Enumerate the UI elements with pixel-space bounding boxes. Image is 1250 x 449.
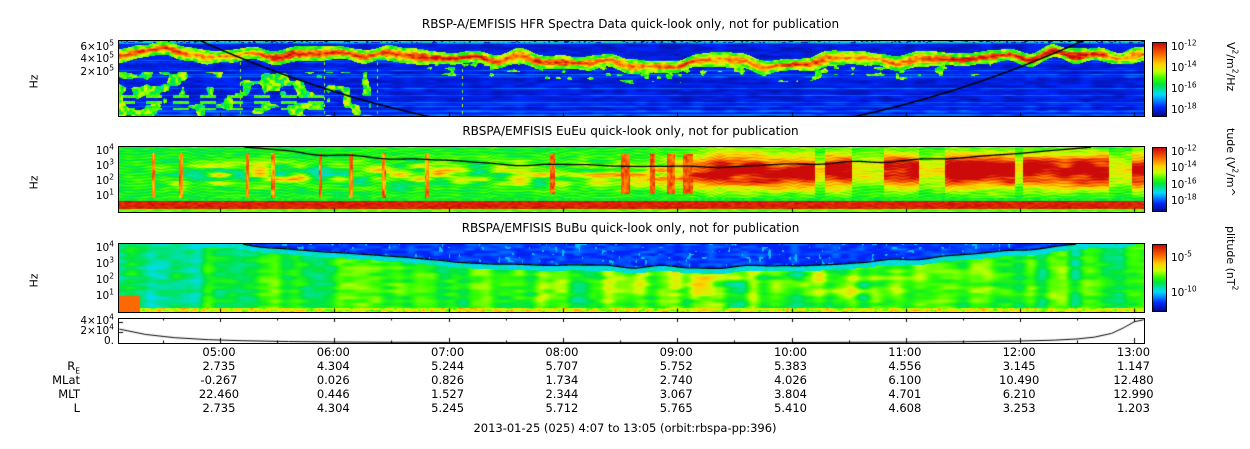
ephemeris-value: 12.990 [1113, 387, 1154, 401]
panel4-lineplot [118, 318, 1145, 344]
ephemeris-value: 3.145 [1002, 359, 1036, 373]
panel2-title: RBSPA/EMFISIS EuEu quick-look only, not … [462, 124, 799, 138]
ephemeris-value: 3.067 [659, 387, 693, 401]
panel2-y-axis-label: Hz [27, 175, 41, 190]
panel1-title: RBSP-A/EMFISIS HFR Spectra Data quick-lo… [421, 17, 840, 31]
panel3-colorbar-canvas [1153, 245, 1166, 311]
panel1-colorbar [1152, 42, 1167, 117]
ephemeris-value: 1.734 [545, 373, 579, 387]
panel2-ytick: 102 [95, 172, 114, 187]
ephemeris-value: 2.735 [202, 401, 236, 415]
ephemeris-value: 4.701 [888, 387, 922, 401]
time-tick-label: 11:00 [888, 345, 922, 359]
panel4-ytick: 2×104 [80, 322, 114, 337]
ephemeris-value: 22.460 [198, 387, 240, 401]
ephemeris-value: 1.527 [431, 387, 465, 401]
ephemeris-value: 4.304 [316, 401, 350, 415]
panel3-colorbar-tick: 10-5 [1171, 249, 1192, 264]
panel4-line-canvas [119, 319, 1144, 343]
ephemeris-value: 0.446 [316, 387, 350, 401]
panel1-spectrogram [118, 40, 1145, 117]
time-tick-label: 05:00 [202, 345, 236, 359]
time-tick-label: 12:00 [1002, 345, 1036, 359]
time-tick-label: 08:00 [545, 345, 579, 359]
ephemeris-row-label-re: RE [67, 359, 80, 376]
ephemeris-value: -0.267 [200, 373, 238, 387]
ephemeris-value: 5.245 [431, 401, 465, 415]
ephemeris-value: 5.712 [545, 401, 579, 415]
ephemeris-row-label-l: L [73, 401, 80, 415]
ephemeris-value: 1.203 [1117, 401, 1150, 415]
panel1-colorbar-tick: 10-16 [1171, 80, 1197, 95]
ephemeris-value: 4.556 [888, 359, 922, 373]
panel4-ytick: 4×104 [80, 312, 114, 327]
time-tick-label: 13:00 [1116, 345, 1151, 359]
ephemeris-value: 6.210 [1002, 387, 1036, 401]
panel2-spectrogram [118, 146, 1145, 213]
panel1-ytick: 4×105 [80, 50, 114, 65]
panel2-colorbar-tick: 10-16 [1171, 176, 1197, 191]
ephemeris-value: 5.383 [774, 359, 807, 373]
panel2-ytick: 103 [95, 157, 114, 172]
panel3-title: RBSPA/EMFISIS BuBu quick-look only, not … [461, 221, 800, 235]
panel3-ytick: 104 [95, 239, 114, 254]
time-tick-label: 10:00 [773, 345, 808, 359]
ephemeris-value: 2.735 [202, 359, 236, 373]
panel2-colorbar-canvas [1153, 148, 1166, 211]
panel1-ytick: 2×105 [80, 63, 114, 78]
panel3-y-axis-label: Hz [27, 273, 41, 288]
ephemeris-row-label-mlat: MLat [52, 373, 80, 387]
panel3-colorbar-unit: plitude (nT2 [1224, 226, 1240, 291]
panel3-colorbar [1152, 244, 1167, 312]
panel3-heatmap-canvas [119, 244, 1144, 312]
panel3-ytick: 103 [95, 255, 114, 270]
panel1-heatmap-canvas [119, 41, 1144, 116]
ephemeris-value: 5.707 [545, 359, 579, 373]
panel1-y-axis-label: Hz [27, 74, 41, 89]
panel3-spectrogram [118, 243, 1145, 313]
time-tick-label: 07:00 [431, 345, 465, 359]
ephemeris-value: 12.480 [1113, 373, 1154, 387]
panel1-ytick: 6×105 [80, 38, 114, 53]
ephemeris-value: 4.304 [316, 359, 350, 373]
ephemeris-value: 3.804 [774, 387, 807, 401]
panel1-colorbar-canvas [1153, 43, 1166, 116]
panel3-ytick: 102 [95, 271, 114, 286]
ephemeris-value: 6.100 [888, 373, 922, 387]
panel2-ytick: 104 [95, 142, 114, 157]
ephemeris-value: 5.410 [774, 401, 807, 415]
ephemeris-value: 5.752 [659, 359, 693, 373]
ephemeris-value: 10.490 [999, 373, 1040, 387]
footer-caption: 2013-01-25 (025) 4:07 to 13:05 (orbit:rb… [473, 421, 777, 435]
panel1-colorbar-unit: V2/m2/Hz [1224, 42, 1240, 92]
panel2-colorbar [1152, 147, 1167, 212]
panel2-colorbar-tick: 10-12 [1171, 143, 1197, 158]
ephemeris-value: 4.026 [774, 373, 807, 387]
ephemeris-row-label-mlt: MLT [58, 387, 80, 401]
time-tick-label: 06:00 [316, 345, 350, 359]
ephemeris-value: 3.253 [1002, 401, 1036, 415]
time-tick-label: 09:00 [659, 345, 693, 359]
ephemeris-value: 5.244 [431, 359, 465, 373]
panel1-colorbar-tick: 10-14 [1171, 59, 1197, 74]
ephemeris-value: 1.147 [1117, 359, 1150, 373]
panel3-colorbar-tick: 10-10 [1171, 284, 1197, 299]
panel2-heatmap-canvas [119, 147, 1144, 212]
ephemeris-value: 5.765 [659, 401, 693, 415]
panel2-colorbar-tick: 10-18 [1171, 192, 1197, 207]
ephemeris-value: 0.026 [316, 373, 350, 387]
panel1-colorbar-tick: 10-18 [1171, 101, 1197, 116]
ephemeris-value: 4.608 [888, 401, 922, 415]
ephemeris-value: 0.826 [431, 373, 465, 387]
panel1-colorbar-tick: 10-12 [1171, 38, 1197, 53]
panel3-ytick: 101 [95, 287, 114, 302]
panel2-colorbar-tick: 10-14 [1171, 159, 1197, 174]
ephemeris-value: 2.740 [659, 373, 693, 387]
ephemeris-value: 2.344 [545, 387, 579, 401]
panel2-ytick: 101 [95, 187, 114, 202]
panel2-colorbar-unit: tude (V2/m^ [1224, 128, 1240, 197]
panel4-ytick: 0. [103, 335, 114, 347]
